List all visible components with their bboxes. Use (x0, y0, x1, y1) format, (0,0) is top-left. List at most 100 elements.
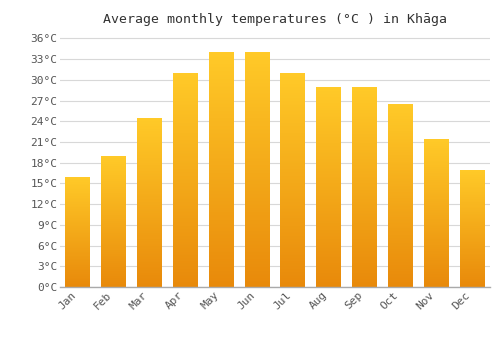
Bar (137, 237, 162, 238)
Bar (460, 229, 484, 230)
Bar (388, 242, 413, 243)
Bar (352, 156, 377, 157)
Bar (173, 277, 198, 279)
Bar (244, 212, 270, 213)
Bar (137, 158, 162, 159)
Bar (208, 187, 234, 188)
Bar (244, 57, 270, 58)
Bar (208, 102, 234, 103)
Bar (352, 251, 377, 252)
Bar (137, 277, 162, 278)
Bar (101, 270, 126, 271)
Bar (280, 104, 305, 105)
Bar (460, 242, 484, 243)
Bar (388, 285, 413, 286)
Bar (280, 285, 305, 286)
Bar (173, 237, 198, 238)
Bar (208, 191, 234, 192)
Bar (388, 115, 413, 116)
Bar (424, 163, 449, 164)
Bar (352, 227, 377, 228)
Bar (101, 170, 126, 171)
Bar (424, 242, 449, 243)
Bar (101, 245, 126, 246)
Bar (388, 214, 413, 215)
Bar (66, 282, 90, 283)
Bar (316, 125, 342, 126)
Bar (352, 245, 377, 246)
Bar (208, 257, 234, 258)
Bar (352, 108, 377, 109)
Bar (244, 213, 270, 214)
Bar (101, 182, 126, 183)
Bar (173, 182, 198, 183)
Bar (173, 251, 198, 252)
Bar (208, 254, 234, 255)
Bar (173, 90, 198, 91)
Bar (173, 181, 198, 182)
Bar (388, 145, 413, 146)
Bar (208, 65, 234, 66)
Bar (173, 286, 198, 287)
Bar (316, 165, 342, 166)
Bar (352, 106, 377, 107)
Bar (173, 259, 198, 260)
Bar (460, 170, 484, 171)
Bar (173, 231, 198, 232)
Bar (66, 176, 90, 177)
Bar (66, 198, 90, 199)
Bar (173, 213, 198, 214)
Bar (173, 236, 198, 237)
Bar (137, 281, 162, 282)
Bar (352, 164, 377, 165)
Bar (316, 239, 342, 240)
Bar (424, 192, 449, 193)
Bar (424, 189, 449, 190)
Bar (137, 285, 162, 286)
Bar (101, 262, 126, 263)
Bar (173, 264, 198, 265)
Bar (352, 217, 377, 218)
Bar (173, 244, 198, 245)
Bar (173, 100, 198, 101)
Bar (244, 82, 270, 83)
Bar (208, 193, 234, 194)
Bar (208, 111, 234, 112)
Bar (388, 139, 413, 140)
Bar (173, 172, 198, 173)
Bar (244, 61, 270, 62)
Bar (244, 192, 270, 193)
Bar (316, 206, 342, 207)
Bar (244, 108, 270, 110)
Bar (244, 172, 270, 173)
Bar (316, 118, 342, 119)
Bar (280, 96, 305, 97)
Bar (173, 97, 198, 98)
Bar (173, 179, 198, 180)
Bar (66, 275, 90, 276)
Bar (244, 257, 270, 258)
Bar (352, 263, 377, 264)
Bar (137, 146, 162, 147)
Bar (316, 275, 342, 276)
Bar (101, 200, 126, 201)
Bar (244, 203, 270, 204)
Bar (388, 107, 413, 108)
Bar (173, 245, 198, 246)
Bar (101, 257, 126, 258)
Bar (244, 153, 270, 154)
Bar (244, 74, 270, 75)
Bar (352, 267, 377, 268)
Bar (316, 224, 342, 225)
Bar (424, 268, 449, 269)
Bar (101, 281, 126, 282)
Bar (66, 182, 90, 183)
Bar (208, 213, 234, 214)
Bar (137, 205, 162, 206)
Bar (388, 188, 413, 189)
Bar (316, 111, 342, 112)
Bar (388, 257, 413, 258)
Bar (101, 160, 126, 161)
Bar (424, 201, 449, 202)
Bar (244, 266, 270, 267)
